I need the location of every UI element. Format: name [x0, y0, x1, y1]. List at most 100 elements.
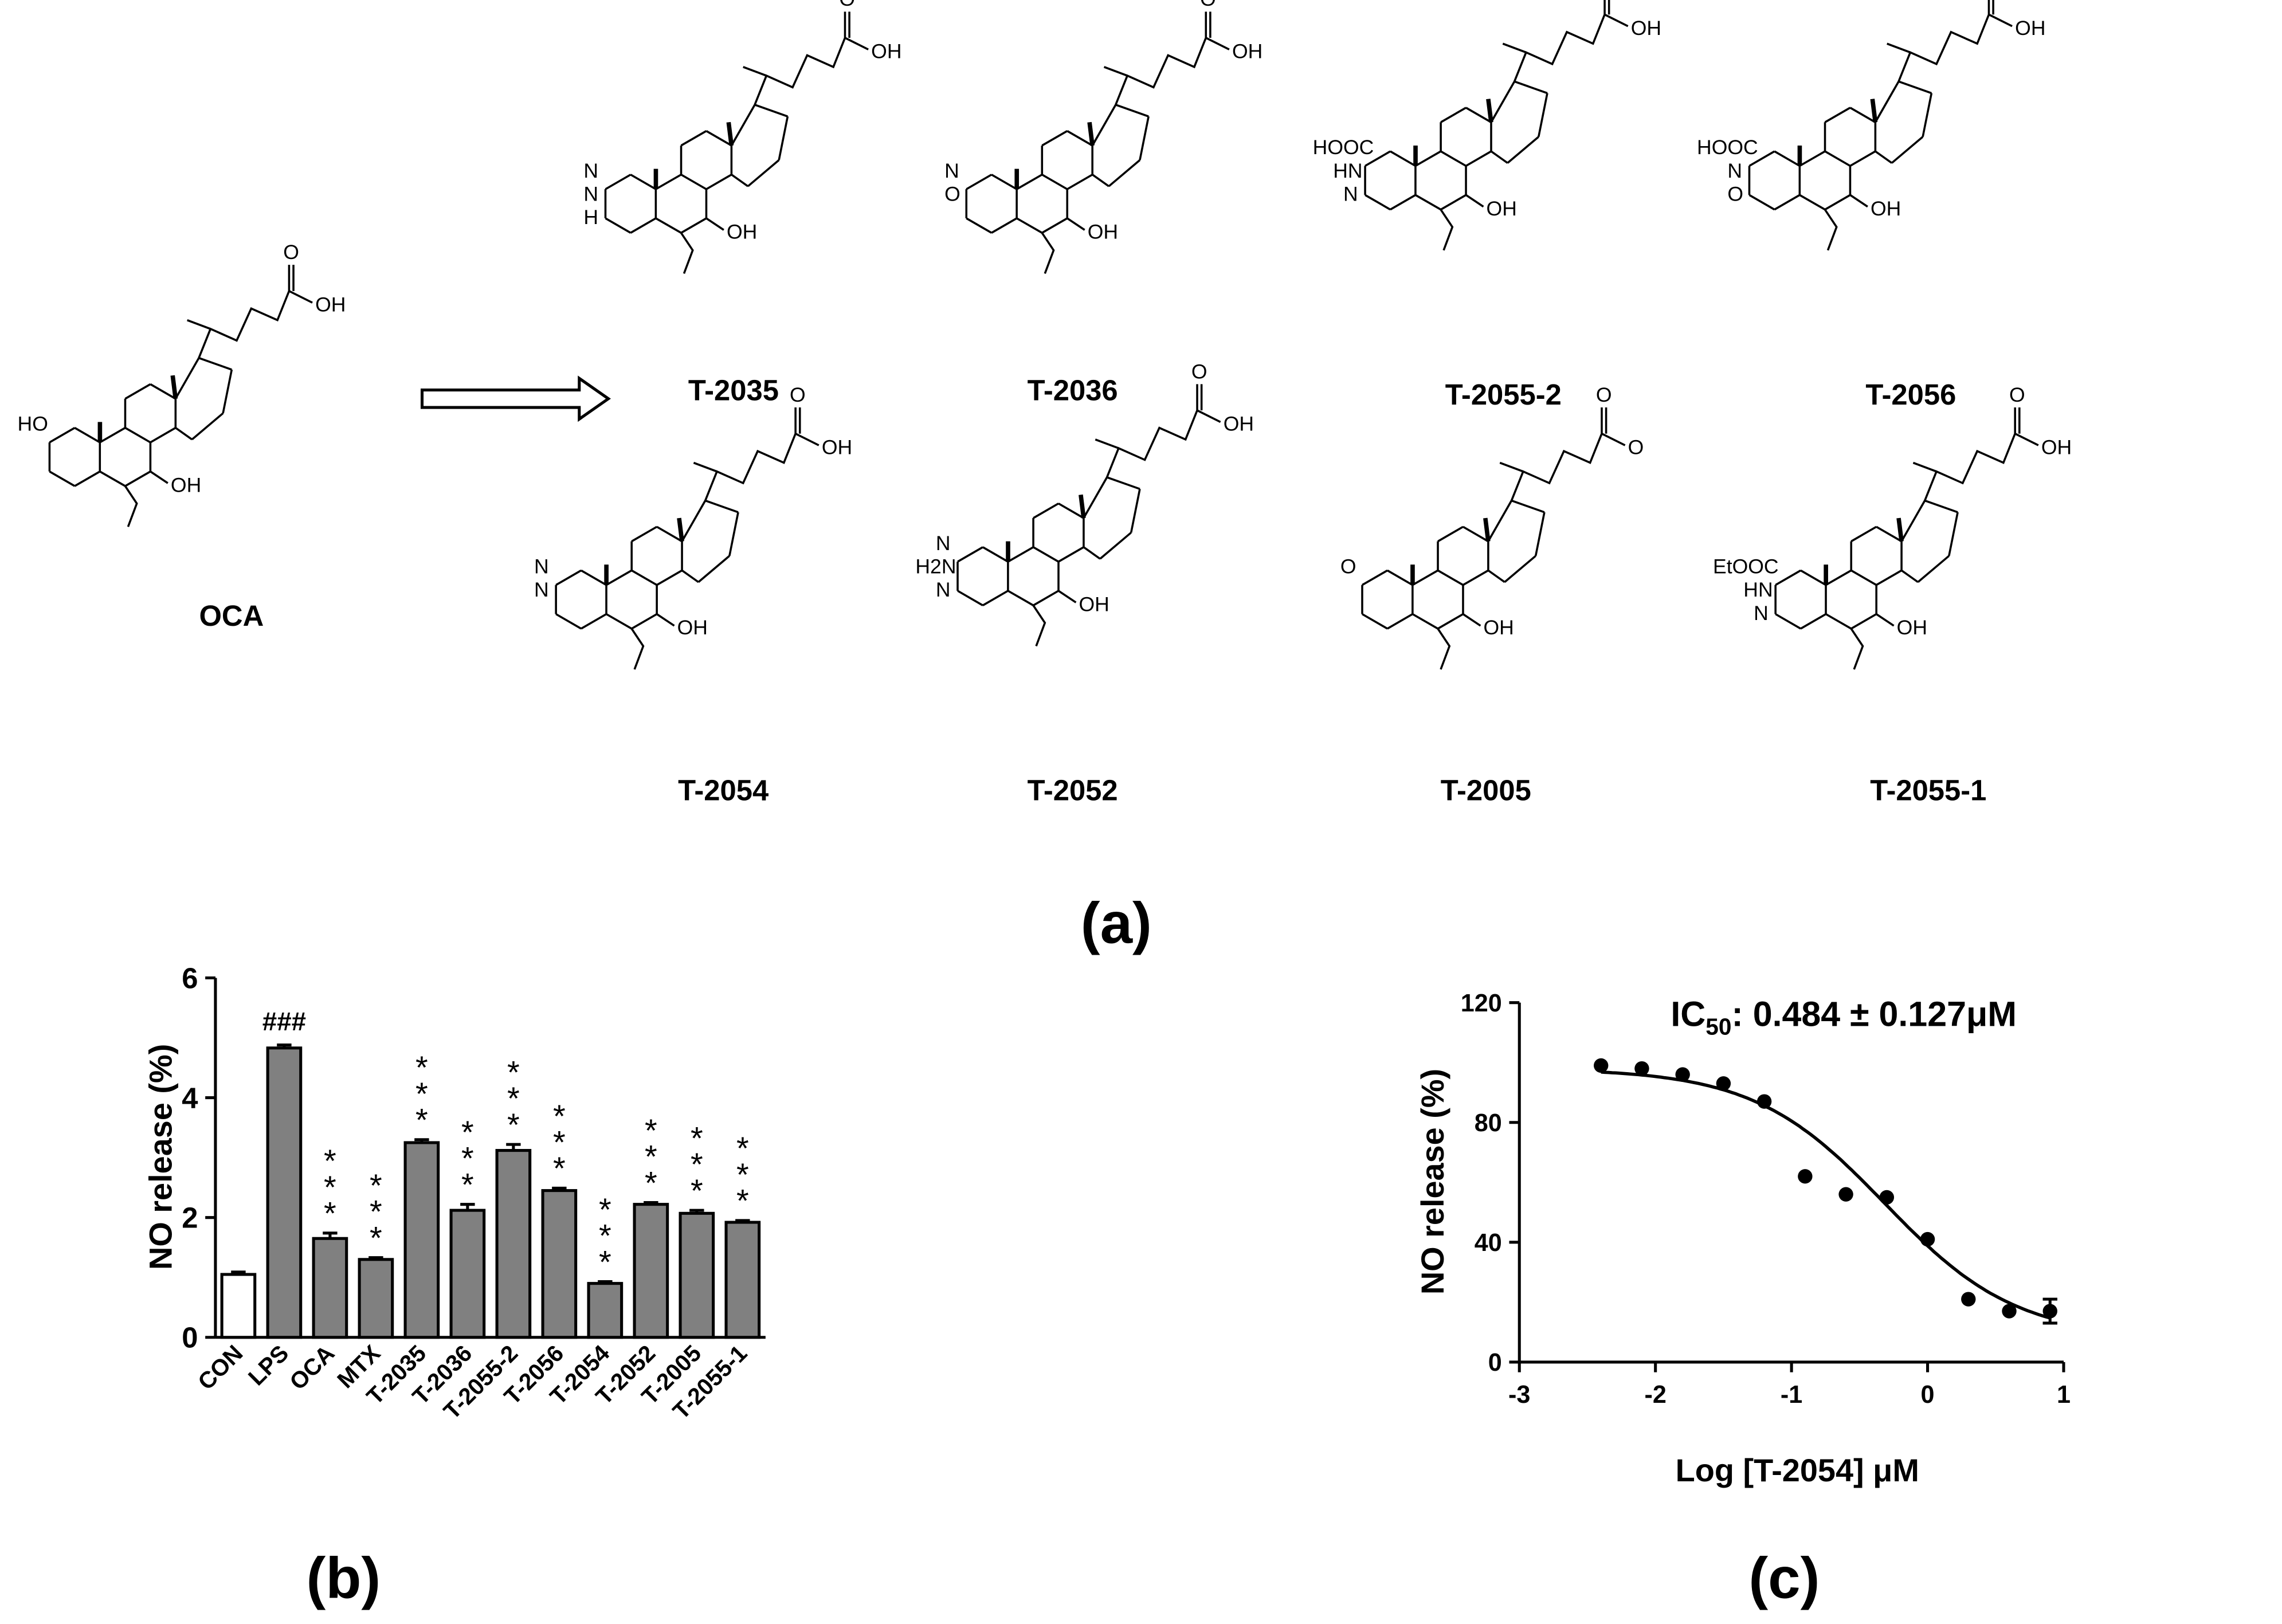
- x-tick-label: -1: [1781, 1381, 1802, 1409]
- angular-methyl-bonds: [1014, 121, 1095, 190]
- significance-star: *: [370, 1167, 382, 1203]
- acid-end-label: OH: [1631, 17, 1661, 40]
- error-bar: [2042, 1297, 2057, 1325]
- ring-a-label: N: [534, 578, 549, 601]
- ring-a-label: N: [583, 159, 598, 182]
- panel-label-a: (a): [1081, 891, 1152, 956]
- error-bar-T-2055-2: [506, 1143, 521, 1151]
- significance-star: *: [736, 1156, 749, 1192]
- error-bar-T-2035: [414, 1138, 429, 1143]
- ring-a-label: N: [936, 532, 951, 555]
- compound-label-T-2036: T-2036: [1028, 374, 1118, 406]
- significance-star: *: [324, 1143, 336, 1179]
- skeleton-rings: [1364, 80, 1548, 211]
- side-chain-bonds: [1887, 0, 2013, 82]
- ring-a-label: N: [1727, 159, 1742, 182]
- significance-star: *: [415, 1049, 428, 1085]
- bar-T-2052: [633, 1203, 669, 1339]
- angular-methyl-bonds: [1824, 517, 1904, 585]
- significance-star: *: [645, 1164, 657, 1201]
- hydroxyl-label: OH: [677, 616, 708, 639]
- side-chain-bonds: [1499, 407, 1626, 501]
- significance-star: *: [599, 1218, 611, 1254]
- data-point: [1879, 1190, 1895, 1205]
- dose-response-chart: 0 40 80 120 -3 -2 -1 0 1 NO release (%) Log [T-205…: [1414, 990, 2071, 1488]
- acid-end-label: O: [1628, 436, 1644, 458]
- carbonyl-o-label: O: [839, 0, 855, 10]
- angular-methyl-bonds: [604, 517, 684, 585]
- data-point: [1838, 1187, 1853, 1202]
- bar-T-2054: [587, 1282, 624, 1339]
- substituent-bonds: [1850, 613, 1895, 670]
- error-bar-T-2055-1: [735, 1219, 750, 1223]
- ring-a-label: N: [583, 182, 598, 205]
- structure-T-2005: O O OH O T-2005: [1340, 383, 1644, 807]
- bar-T-2056: [541, 1189, 578, 1339]
- angular-methyl-bonds: [1413, 99, 1493, 166]
- significance-star: *: [461, 1166, 474, 1202]
- error-bar-CON: [231, 1270, 246, 1274]
- structures-panel: OOHOHHOOCAOOHOHNNHT-2035OOHOHNOT-2036OOH…: [18, 0, 2072, 956]
- x-tick-label: -3: [1508, 1381, 1530, 1409]
- error-bar-T-2036: [460, 1203, 475, 1211]
- skeleton-rings: [1361, 499, 1546, 630]
- error-bar-OCA: [323, 1231, 338, 1239]
- hydroxyl-label: OH: [727, 220, 757, 243]
- x-tick-label: 0: [1921, 1381, 1935, 1409]
- data-point: [1594, 1058, 1609, 1073]
- side-chain-bonds: [1095, 384, 1221, 478]
- bar-LPS: [266, 1046, 303, 1339]
- significance-star: *: [507, 1107, 520, 1143]
- y-axis-title: NO release (%): [1414, 1069, 1450, 1295]
- significance-star: *: [415, 1076, 428, 1112]
- compound-label-T-2055-1: T-2055-1: [1870, 774, 1986, 807]
- significance-star: *: [553, 1098, 566, 1134]
- significance-star: *: [553, 1124, 566, 1160]
- side-chain-bonds: [1502, 0, 1629, 82]
- significance-star: *: [370, 1219, 382, 1256]
- structure-T-2036: OOHOHNOT-2036: [944, 0, 1262, 406]
- significance-lps: ###: [262, 1007, 306, 1036]
- structure-OCA: O OH OH HO OCA: [18, 241, 346, 632]
- compound-label-T-2055-2: T-2055-2: [1445, 378, 1562, 411]
- ic50-annotation: IC50: 0.484 ± 0.127μM: [1671, 994, 2017, 1039]
- ring-a-label: N: [936, 578, 951, 601]
- y-tick-label: 0: [182, 1321, 198, 1354]
- substituent-bonds: [1440, 194, 1484, 251]
- ring-a-label: N: [1343, 182, 1358, 205]
- y-axis-title: NO release (%): [143, 1044, 179, 1270]
- ring-a-label: N: [1754, 602, 1769, 625]
- compound-label-T-2035: T-2035: [688, 374, 779, 406]
- significance-star: *: [691, 1172, 703, 1209]
- compound-label-T-2005: T-2005: [1441, 774, 1531, 807]
- data-point: [1756, 1094, 1772, 1109]
- significance-star: *: [461, 1140, 474, 1176]
- y-tick-label: 0: [1488, 1349, 1502, 1376]
- y-tick-label: 80: [1475, 1109, 1502, 1137]
- significance-star: *: [645, 1139, 657, 1175]
- data-point: [1798, 1169, 1813, 1184]
- carbonyl-o-label: O: [2009, 383, 2025, 406]
- data-point: [2002, 1304, 2017, 1319]
- y-tick-label: 4: [182, 1081, 198, 1114]
- ring-a-label: N: [944, 159, 959, 182]
- hydroxyl-label: OH: [1897, 616, 1927, 639]
- acid-end-label: OH: [1224, 413, 1254, 436]
- carbonyl-o-label: O: [1596, 383, 1612, 406]
- data-point: [1920, 1231, 1935, 1247]
- ring-a-label: N: [534, 555, 549, 578]
- ring-a-label: O: [1727, 182, 1743, 205]
- error-bar-T-2052: [644, 1201, 658, 1205]
- skeleton-rings: [1748, 80, 1933, 211]
- hydroxyl-label: OH: [1088, 220, 1118, 243]
- side-chain-bonds: [1912, 407, 2039, 501]
- skeleton-rings: [604, 104, 789, 234]
- skeleton-rings: [956, 476, 1141, 606]
- dose-response-panel: 0 40 80 120 -3 -2 -1 0 1 NO release (%) Log [T-205…: [1414, 990, 2071, 1610]
- significance-star: *: [736, 1183, 749, 1219]
- compound-label-OCA: OCA: [199, 599, 264, 632]
- significance-star: *: [507, 1080, 520, 1116]
- carbonyl-o-label: O: [1191, 360, 1207, 383]
